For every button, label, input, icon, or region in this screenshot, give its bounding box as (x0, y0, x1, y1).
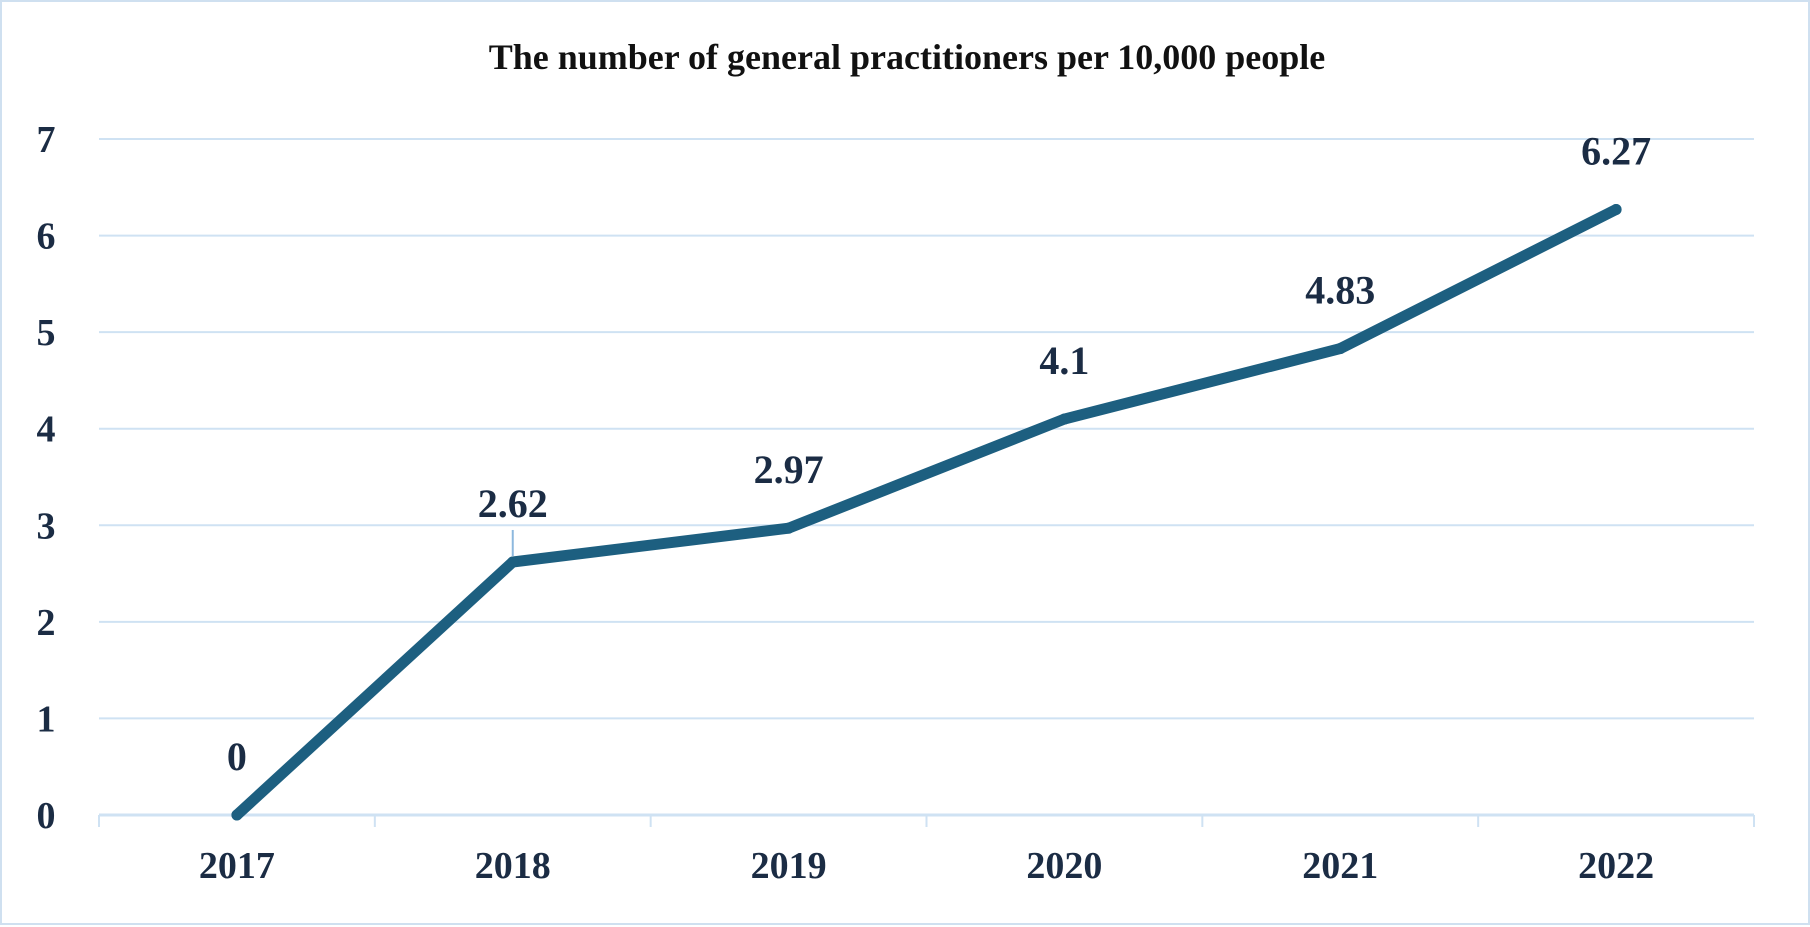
data-point (1058, 413, 1070, 425)
data-label: 0 (227, 734, 247, 779)
data-point (231, 809, 243, 821)
x-tick-label: 2021 (1302, 845, 1378, 887)
y-tick-label: 6 (37, 216, 56, 258)
x-tick-label: 2020 (1026, 845, 1102, 887)
x-axis-labels: 2017 2018 2019 2020 2021 2022 (199, 845, 1654, 887)
x-tick-label: 2017 (199, 845, 275, 887)
data-point (783, 522, 795, 534)
y-tick-label: 7 (37, 119, 56, 161)
data-point (1334, 343, 1346, 355)
y-tick-label: 2 (37, 602, 56, 644)
y-tick-label: 3 (37, 505, 56, 547)
x-tick-label: 2018 (475, 845, 551, 887)
data-label: 4.1 (1039, 338, 1089, 383)
y-tick-label: 1 (37, 698, 56, 740)
x-axis (98, 813, 1755, 827)
data-label: 4.83 (1305, 268, 1375, 313)
x-tick-label: 2019 (751, 845, 827, 887)
chart-title: The number of general practitioners per … (489, 37, 1326, 77)
y-axis: 0 1 2 3 4 5 6 7 (37, 119, 56, 837)
data-label: 2.62 (478, 481, 548, 526)
y-tick-label: 0 (37, 795, 56, 837)
data-point (1610, 203, 1622, 215)
data-point (507, 556, 519, 568)
y-tick-label: 4 (37, 409, 56, 451)
data-label: 2.97 (754, 447, 824, 492)
data-labels: 0 2.62 2.97 4.1 4.83 6.27 (227, 128, 1651, 779)
data-label: 6.27 (1581, 128, 1651, 173)
grid-lines (99, 138, 1754, 720)
series-line (231, 203, 1622, 821)
y-tick-label: 5 (37, 312, 56, 354)
series (231, 203, 1622, 821)
x-tick-label: 2022 (1578, 845, 1654, 887)
